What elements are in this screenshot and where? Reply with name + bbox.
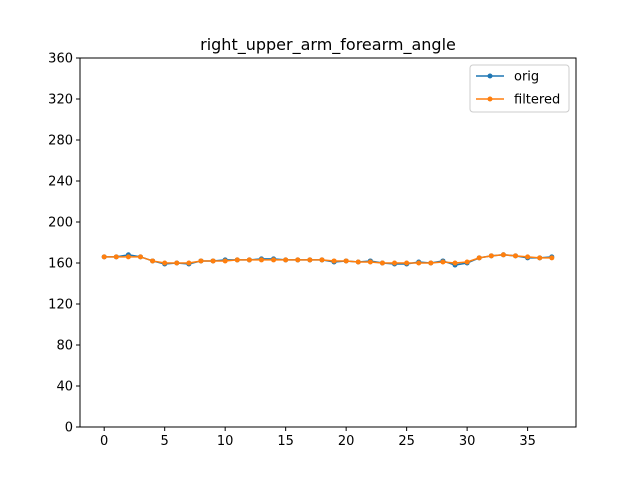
- data-point-filtered: [198, 258, 204, 264]
- x-tick-label: 30: [459, 434, 476, 449]
- chart-title: right_upper_arm_forearm_angle: [200, 35, 456, 55]
- data-point-filtered: [271, 257, 277, 263]
- data-point-filtered: [500, 252, 506, 258]
- data-point-filtered: [416, 260, 422, 266]
- series-line-filtered: [104, 254, 552, 264]
- data-point-filtered: [174, 260, 180, 266]
- series-filtered: [101, 252, 555, 266]
- data-point-filtered: [137, 254, 143, 260]
- data-point-filtered: [404, 260, 410, 266]
- plot-frame: [79, 57, 577, 428]
- data-point-filtered: [234, 257, 240, 263]
- legend: orig filtered: [469, 64, 570, 113]
- legend-label-filtered: filtered: [514, 93, 560, 108]
- legend-label-orig: orig: [514, 70, 539, 85]
- axes: 0 5 10 15 20 25 30 35 0 40 80 120 160 200 240 280 320 360: [48, 52, 536, 450]
- data-point-filtered: [525, 254, 531, 260]
- x-tick-label: 10: [217, 434, 234, 449]
- data-point-filtered: [101, 254, 107, 260]
- data-point-filtered: [379, 260, 385, 266]
- data-point-filtered: [343, 258, 349, 264]
- data-point-filtered: [319, 257, 325, 263]
- y-tick-label: 320: [48, 93, 73, 108]
- x-tick-label: 5: [161, 434, 169, 449]
- data-point-filtered: [113, 254, 119, 260]
- data-point-filtered: [440, 259, 446, 265]
- data-point-filtered: [162, 260, 168, 266]
- x-tick-label: 25: [398, 434, 415, 449]
- x-tick-label: 0: [100, 434, 108, 449]
- data-point-filtered: [537, 255, 543, 261]
- x-tick-label: 35: [519, 434, 536, 449]
- data-point-filtered: [307, 257, 313, 263]
- legend-marker-orig: [487, 73, 493, 79]
- data-point-filtered: [452, 260, 458, 266]
- y-tick-label: 0: [65, 421, 73, 436]
- data-point-filtered: [150, 258, 156, 264]
- data-point-filtered: [476, 255, 482, 261]
- data-point-filtered: [355, 259, 361, 265]
- data-point-filtered: [246, 257, 252, 263]
- data-point-filtered: [186, 260, 192, 266]
- data-point-filtered: [488, 253, 494, 259]
- data-point-filtered: [464, 259, 470, 265]
- y-tick-label: 40: [56, 380, 73, 395]
- y-tick-label: 280: [48, 134, 73, 149]
- x-tick-label: 20: [338, 434, 355, 449]
- y-tick-label: 120: [48, 298, 73, 313]
- data-point-filtered: [367, 259, 373, 265]
- data-point-filtered: [258, 257, 264, 263]
- data-point-filtered: [549, 255, 555, 261]
- data-point-filtered: [295, 257, 301, 263]
- data-point-filtered: [513, 253, 519, 259]
- y-tick-label: 160: [48, 257, 73, 272]
- y-tick-label: 80: [56, 339, 73, 354]
- plot-area: [101, 252, 555, 268]
- legend-marker-filtered: [487, 96, 493, 102]
- y-tick-label: 200: [48, 216, 73, 231]
- data-point-filtered: [392, 260, 398, 266]
- data-point-filtered: [428, 260, 434, 266]
- y-tick-label: 240: [48, 175, 73, 190]
- data-point-filtered: [283, 257, 289, 263]
- data-point-filtered: [331, 258, 337, 264]
- data-point-filtered: [125, 254, 131, 260]
- x-tick-label: 15: [277, 434, 294, 449]
- data-point-filtered: [222, 258, 228, 264]
- data-point-filtered: [210, 258, 216, 264]
- y-tick-label: 360: [48, 52, 73, 67]
